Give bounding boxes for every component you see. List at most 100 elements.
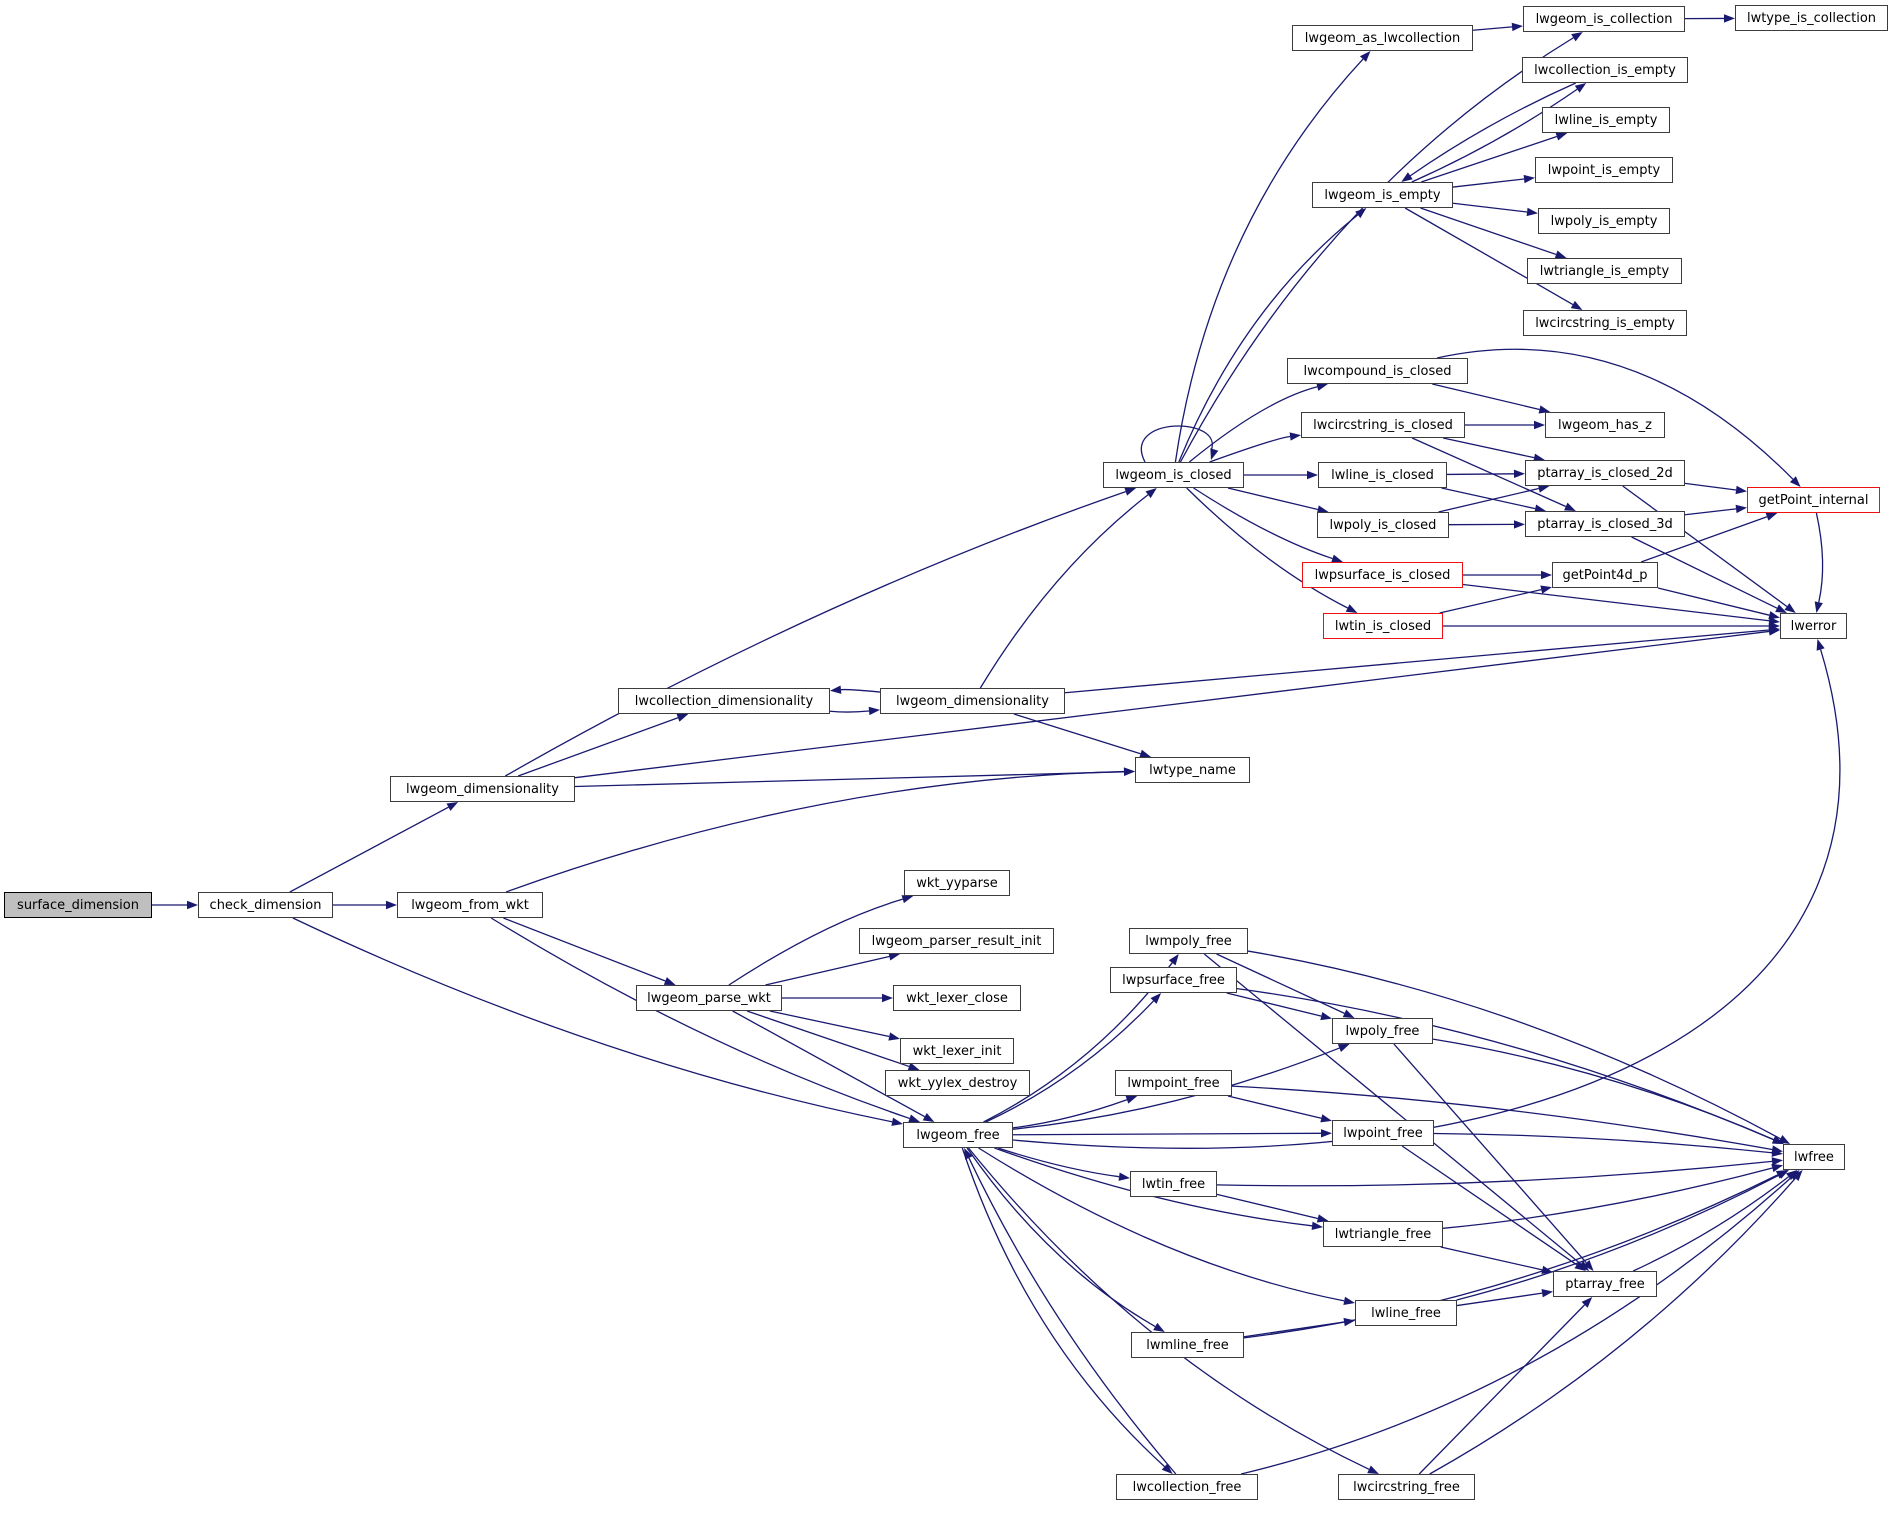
graph-node-lwgeom_is_empty[interactable]: lwgeom_is_empty [1312,182,1453,208]
edge-ptarray_is_closed_2d-to-lwerror [1622,485,1788,608]
graph-node-lwgeom_is_collection[interactable]: lwgeom_is_collection [1523,6,1685,32]
graph-node-ptarray_is_closed_2d[interactable]: ptarray_is_closed_2d [1525,460,1685,486]
edge-lwgeom_is_closed-to-lwgeom_as_lwcollection [1174,58,1364,463]
edge-lwgeom_is_empty-to-lwline_is_empty [1421,135,1558,183]
edge-getPoint4d_p-to-getPoint_internal [1640,516,1768,563]
edge-lwcircstring_is_closed-to-ptarray_is_closed_2d [1442,437,1535,459]
edge-lwmpoint_free-to-lwfree [1231,1085,1773,1151]
graph-node-lwgeom_dimensionality[interactable]: lwgeom_dimensionality [390,776,575,802]
graph-node-lwcircstring_free[interactable]: lwcircstring_free [1338,1474,1475,1500]
graph-node-lwgeom_as_lwcollection[interactable]: lwgeom_as_lwcollection [1292,25,1473,51]
graph-node-lwgeom_dimensionality2[interactable]: lwgeom_dimensionality [880,688,1065,714]
edge-check_dimension-to-lwgeom_dimensionality [289,806,449,893]
edge-lwgeom_from_wkt-to-lwgeom_free [490,917,910,1120]
edge-lwgeom_free-to-lwtriangle_free [994,1147,1313,1227]
edge-lwpoint_free-to-ptarray_free [1401,1145,1578,1266]
graph-node-lwgeom_is_closed[interactable]: lwgeom_is_closed [1103,462,1244,488]
edge-lwgeom_parse_wkt-to-lwgeom_parser_result_init [765,955,890,986]
edge-lwgeom_is_closed-to-lwgeom_is_closed [1141,425,1213,463]
graph-node-getPoint_internal[interactable]: getPoint_internal [1747,487,1880,513]
graph-node-lwcircstring_is_closed[interactable]: lwcircstring_is_closed [1301,412,1465,438]
edge-lwgeom_dimensionality2-to-lwcollection_dimensionality [840,688,881,693]
graph-node-lwgeom_parse_wkt[interactable]: lwgeom_parse_wkt [636,985,782,1011]
graph-node-lwcompound_is_closed[interactable]: lwcompound_is_closed [1287,358,1468,384]
edge-lwtriangle_free-to-lwfree [1442,1167,1773,1229]
edge-lwcollection_free-to-lwgeom_free [968,1157,1177,1475]
graph-node-ptarray_free[interactable]: ptarray_free [1553,1271,1657,1297]
graph-node-lwline_is_closed[interactable]: lwline_is_closed [1318,462,1447,488]
graph-node-check_dimension[interactable]: check_dimension [198,892,333,918]
edge-lwmpoly_free-to-ptarray_free [1203,953,1582,1265]
graph-node-lwpsurface_free[interactable]: lwpsurface_free [1110,967,1237,993]
edge-lwcircstring_free-to-lwfree [1429,1177,1796,1475]
edge-getPoint4d_p-to-lwerror [1657,587,1770,616]
graph-node-lwpoly_is_closed[interactable]: lwpoly_is_closed [1317,512,1449,538]
graph-node-lwpsurface_is_closed[interactable]: lwpsurface_is_closed [1302,562,1463,588]
edge-lwcollection_dimensionality-to-lwgeom_dimensionality2 [829,710,870,713]
graph-node-lwtriangle_free[interactable]: lwtriangle_free [1323,1221,1443,1247]
edge-lwpoint_free-to-lwfree [1433,1132,1773,1154]
graph-node-lwgeom_free[interactable]: lwgeom_free [903,1122,1013,1148]
graph-node-lwgeom_parser_result_init[interactable]: lwgeom_parser_result_init [859,928,1054,954]
graph-node-lwpoly_free[interactable]: lwpoly_free [1332,1018,1433,1044]
edge-lwcompound_is_closed-to-lwgeom_has_z [1432,383,1540,411]
edge-check_dimension-to-lwgeom_free [292,917,893,1123]
edge-lwgeom_dimensionality2-to-lwgeom_is_closed [979,494,1149,689]
graph-node-lwpoint_is_empty[interactable]: lwpoint_is_empty [1535,157,1673,183]
graph-node-lwtin_is_closed[interactable]: lwtin_is_closed [1323,613,1443,639]
edge-ptarray_free-to-lwfree [1632,1176,1789,1272]
graph-node-lwcollection_is_empty[interactable]: lwcollection_is_empty [1522,57,1688,83]
edge-lwgeom_free-to-lwmline_free [966,1147,1156,1328]
graph-node-lwpoint_free[interactable]: lwpoint_free [1332,1120,1434,1146]
graph-node-lwcollection_dimensionality[interactable]: lwcollection_dimensionality [618,688,830,714]
graph-node-lwpoly_is_empty[interactable]: lwpoly_is_empty [1538,208,1670,234]
edge-lwgeom_is_closed-to-lwgeom_is_collection [1179,37,1574,463]
graph-node-surface_dimension[interactable]: surface_dimension [4,892,152,918]
edge-getPoint_internal-to-lwerror [1815,512,1824,603]
edge-ptarray_is_closed_2d-to-getPoint_internal [1684,482,1737,491]
edge-lwgeom_is_closed-to-lwcircstring_is_closed [1209,435,1291,463]
edge-lwgeom_is_empty-to-lwtriangle_is_empty [1420,207,1557,256]
graph-node-lwtype_is_collection[interactable]: lwtype_is_collection [1735,5,1888,31]
graph-node-lwtype_name[interactable]: lwtype_name [1135,757,1250,783]
graph-node-wkt_yylex_destroy[interactable]: wkt_yylex_destroy [885,1070,1030,1096]
edge-lwgeom_free-to-lwpoly_free [1012,1047,1340,1130]
edge-lwgeom_dimensionality2-to-lwtype_name [1013,713,1141,755]
edge-lwline_free-to-lwfree [1456,1174,1780,1301]
graph-node-ptarray_is_closed_3d[interactable]: ptarray_is_closed_3d [1525,511,1685,537]
graph-node-lwgeom_from_wkt[interactable]: lwgeom_from_wkt [397,892,543,918]
edge-lwpsurface_is_closed-to-lwerror [1462,583,1770,622]
graph-node-lwgeom_has_z[interactable]: lwgeom_has_z [1545,412,1665,438]
edge-lwtin_free-to-lwfree [1216,1160,1773,1187]
graph-node-lwcircstring_is_empty[interactable]: lwcircstring_is_empty [1523,310,1687,336]
graph-node-lwmpoint_free[interactable]: lwmpoint_free [1115,1070,1232,1096]
graph-node-lwmpoly_free[interactable]: lwmpoly_free [1129,928,1248,954]
graph-node-lwerror[interactable]: lwerror [1780,613,1847,639]
edge-lwcompound_is_closed-to-getPoint_internal [1436,348,1794,480]
graph-node-lwline_is_empty[interactable]: lwline_is_empty [1542,107,1670,133]
graph-node-lwtriangle_is_empty[interactable]: lwtriangle_is_empty [1527,258,1682,284]
graph-node-lwcollection_free[interactable]: lwcollection_free [1116,1474,1258,1500]
edge-lwgeom_dimensionality-to-lwerror [574,630,1770,779]
edge-lwgeom_is_closed-to-lwpsurface_is_closed [1193,487,1333,560]
graph-node-wkt_yyparse[interactable]: wkt_yyparse [904,870,1010,896]
graph-node-lwmline_free[interactable]: lwmline_free [1131,1332,1244,1358]
graph-node-lwline_free[interactable]: lwline_free [1355,1300,1457,1326]
edge-lwline_free-to-ptarray_free [1456,1292,1543,1307]
edge-lwgeom_free-to-lwpoint_free [1012,1132,1322,1136]
graph-node-lwtin_free[interactable]: lwtin_free [1130,1171,1217,1197]
edge-lwpoly_is_closed-to-ptarray_is_closed_2d [1438,487,1539,513]
edge-lwtriangle_free-to-ptarray_free [1440,1246,1543,1271]
graph-node-getPoint4d_p[interactable]: getPoint4d_p [1552,562,1658,588]
edge-lwgeom_free-to-lwcollection_free [961,1147,1165,1468]
graph-node-lwfree[interactable]: lwfree [1783,1144,1845,1170]
edge-lwgeom_dimensionality-to-lwcollection_dimensionality [517,717,679,777]
edge-lwmline_free-to-lwfree [1243,1174,1779,1339]
edge-lwgeom_is_closed-to-lwcompound_is_closed [1188,386,1318,463]
graph-node-wkt_lexer_init[interactable]: wkt_lexer_init [900,1038,1014,1064]
graph-node-wkt_lexer_close[interactable]: wkt_lexer_close [893,985,1021,1011]
edge-lwgeom_parse_wkt-to-lwgeom_free [732,1010,926,1118]
edge-lwgeom_is_empty-to-lwpoly_is_empty [1452,202,1528,213]
